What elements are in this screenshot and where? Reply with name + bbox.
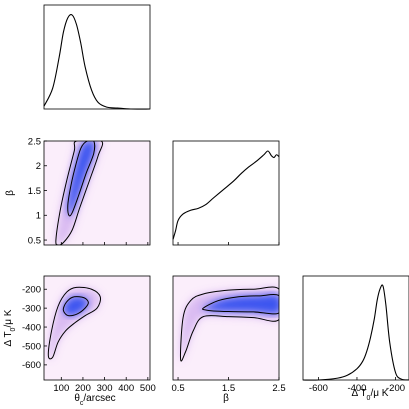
- x-tick-label-beta: 0.5: [171, 383, 184, 394]
- x-axis-label-dt: Δ T0/μ K: [352, 388, 389, 402]
- y-tick-label-dt: -400: [22, 322, 41, 333]
- x-tick-label-theta: 100: [53, 383, 69, 394]
- marginal-panel-dt: [303, 276, 409, 380]
- x-tick-label-beta: 1.5: [222, 383, 235, 394]
- x-tick-label-dt: -200: [386, 383, 405, 394]
- y-tick-label-beta: 0.5: [28, 235, 41, 246]
- y-axis-label-dt: Δ T0/μ K: [3, 309, 17, 346]
- joint-panel-theta-beta-outer-contour: [55, 141, 104, 245]
- marginal-panel-beta: [173, 141, 279, 245]
- joint-panel-theta-dt-inner-contour: [62, 296, 89, 317]
- y-tick-label-dt: -200: [22, 285, 41, 296]
- y-tick-label-beta: 2: [36, 161, 41, 172]
- joint-panel-theta-dt-outer-contour: [47, 286, 101, 360]
- marginal-curve-theta: [43, 14, 151, 110]
- x-axis-label-theta: θc/arcsec: [74, 393, 115, 407]
- marginal-panel-theta: [44, 5, 150, 109]
- marginal-frame-theta: [43, 4, 151, 110]
- joint-panel-beta-dt-outer-contour: [179, 286, 279, 362]
- marginal-curve-beta: [172, 150, 280, 240]
- marginal-curve-dt: [302, 284, 409, 381]
- joint-panel-beta-dt-inner-contour: [202, 294, 279, 315]
- joint-panel-theta-dt-density: [47, 286, 101, 360]
- joint-panel-theta-beta-inner-contour: [67, 141, 96, 217]
- y-axis-label-beta: β: [5, 190, 16, 196]
- joint-panel-theta-beta-inner-fill: [67, 141, 95, 216]
- joint-panel-theta-dt-inner-fill: [63, 296, 89, 316]
- joint-panel-theta-beta-frame: [43, 140, 151, 246]
- x-tick-label-theta: 300: [97, 383, 113, 394]
- y-tick-label-dt: -300: [22, 303, 41, 314]
- y-tick-label-dt: -600: [22, 360, 41, 371]
- x-axis-label-beta: β: [223, 393, 229, 404]
- joint-panel-beta-dt-density: [179, 286, 279, 362]
- joint-panel-theta-beta-density: [55, 141, 104, 245]
- joint-panel-beta-dt-inner-fill: [202, 294, 279, 314]
- marginal-frame-dt: [302, 275, 409, 381]
- x-tick-label-dt: -400: [347, 383, 366, 394]
- y-tick-label-beta: 2.5: [28, 136, 41, 147]
- y-tick-label-beta: 1.5: [28, 186, 41, 197]
- x-tick-label-theta: 200: [75, 383, 91, 394]
- x-tick-label-dt: -600: [309, 383, 328, 394]
- x-tick-label-theta: 500: [140, 383, 156, 394]
- x-tick-label-theta: 400: [118, 383, 134, 394]
- y-tick-label-beta: 1: [36, 211, 41, 222]
- joint-panel-beta-dt-frame: [172, 275, 280, 381]
- x-tick-label-beta: 2.5: [272, 383, 285, 394]
- marginal-frame-beta: [172, 140, 280, 246]
- y-tick-label-dt: -500: [22, 341, 41, 352]
- joint-panel-theta-dt-frame: [43, 275, 151, 381]
